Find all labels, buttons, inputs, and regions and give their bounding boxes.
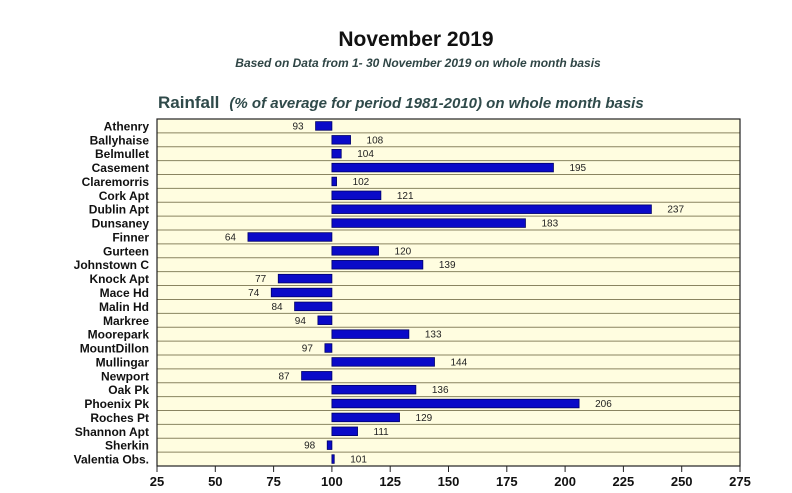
bar xyxy=(331,190,382,201)
value-label: 237 xyxy=(667,205,684,216)
value-label: 111 xyxy=(374,427,390,438)
value-label: 129 xyxy=(416,413,433,424)
category-label: Mullingar xyxy=(96,355,150,369)
category-label: Finner xyxy=(112,230,149,244)
heading-note: (% of average for period 1981-2010) on w… xyxy=(229,95,644,112)
value-label: 108 xyxy=(367,135,384,146)
value-label: 98 xyxy=(304,441,316,452)
category-label: Valentia Obs. xyxy=(74,453,149,467)
chart-heading: Rainfall (% of average for period 1981-20… xyxy=(158,93,644,113)
x-tick-label: 225 xyxy=(613,474,635,489)
value-label: 97 xyxy=(302,344,314,355)
category-label: Casement xyxy=(92,161,149,175)
heading-rainfall: Rainfall xyxy=(158,93,220,112)
x-tick-label: 275 xyxy=(729,474,751,489)
value-label: 120 xyxy=(395,246,412,257)
category-label: Cork Apt xyxy=(99,189,149,203)
value-label: 77 xyxy=(255,274,267,285)
x-tick-label: 125 xyxy=(379,474,401,489)
category-label: Claremorris xyxy=(82,175,150,189)
value-label: 93 xyxy=(292,121,304,132)
x-tick-label: 100 xyxy=(321,474,343,489)
category-label: Johnstown C xyxy=(74,258,150,272)
chart-title: November 2019 xyxy=(338,28,494,51)
value-label: 183 xyxy=(541,219,558,230)
bar xyxy=(331,246,379,256)
x-tick-label: 150 xyxy=(438,474,460,489)
value-label: 87 xyxy=(278,371,290,382)
value-label: 74 xyxy=(248,288,260,299)
category-label: Gurteen xyxy=(103,244,149,258)
category-label: Shannon Apt xyxy=(75,425,149,439)
category-label: Roches Pt xyxy=(90,411,149,425)
category-label: Oak Pk xyxy=(108,383,149,397)
bar xyxy=(331,260,424,270)
category-label: Sherkin xyxy=(105,439,149,453)
x-tick-label: 50 xyxy=(208,474,222,489)
category-label: Dublin Apt xyxy=(89,203,149,217)
value-label: 195 xyxy=(569,163,586,174)
value-label: 144 xyxy=(451,357,468,368)
category-label: Athenry xyxy=(104,119,150,133)
value-label: 133 xyxy=(425,330,442,341)
value-label: 84 xyxy=(271,302,283,313)
bar xyxy=(331,384,417,395)
bar xyxy=(331,148,342,159)
value-label: 102 xyxy=(353,177,370,188)
category-label: Malin Hd xyxy=(99,300,149,314)
value-label: 104 xyxy=(357,149,374,160)
category-label: Markree xyxy=(103,314,149,328)
category-label: MountDillon xyxy=(80,342,149,356)
category-label: Ballyhaise xyxy=(90,133,150,147)
bar xyxy=(324,343,333,353)
x-tick-label: 200 xyxy=(554,474,576,489)
value-label: 136 xyxy=(432,385,449,396)
bar xyxy=(301,371,333,381)
bar xyxy=(331,426,358,437)
x-tick-label: 25 xyxy=(150,474,164,489)
value-label: 139 xyxy=(439,260,456,271)
bar xyxy=(331,329,410,339)
value-label: 121 xyxy=(397,191,414,202)
category-label: Knock Apt xyxy=(89,272,149,286)
bar xyxy=(331,176,337,187)
x-tick-label: 250 xyxy=(671,474,693,489)
bar xyxy=(331,398,580,409)
category-label: Moorepark xyxy=(88,328,150,342)
chart-subtitle: Based on Data from 1- 30 November 2019 o… xyxy=(235,56,601,70)
bar xyxy=(331,135,351,145)
bar xyxy=(270,287,333,298)
bar xyxy=(315,121,333,131)
bar xyxy=(331,218,526,228)
category-label: Dunsaney xyxy=(92,217,150,231)
value-label: 206 xyxy=(595,399,612,410)
bar xyxy=(277,273,333,284)
bar xyxy=(331,204,652,214)
value-label: 101 xyxy=(350,455,367,466)
category-label: Newport xyxy=(101,369,149,383)
category-label: Mace Hd xyxy=(100,286,149,300)
bar xyxy=(247,232,333,242)
category-label: Belmullet xyxy=(95,147,149,161)
bar xyxy=(331,454,335,464)
bar xyxy=(331,357,435,367)
bar xyxy=(317,315,333,325)
x-tick-label: 75 xyxy=(266,474,280,489)
bar xyxy=(294,301,333,312)
category-label: Phoenix Pk xyxy=(84,397,149,411)
value-label: 94 xyxy=(295,316,307,327)
value-label: 64 xyxy=(225,232,237,243)
bar xyxy=(331,412,400,423)
bar xyxy=(326,440,333,450)
x-tick-label: 175 xyxy=(496,474,518,489)
bar xyxy=(331,162,554,173)
